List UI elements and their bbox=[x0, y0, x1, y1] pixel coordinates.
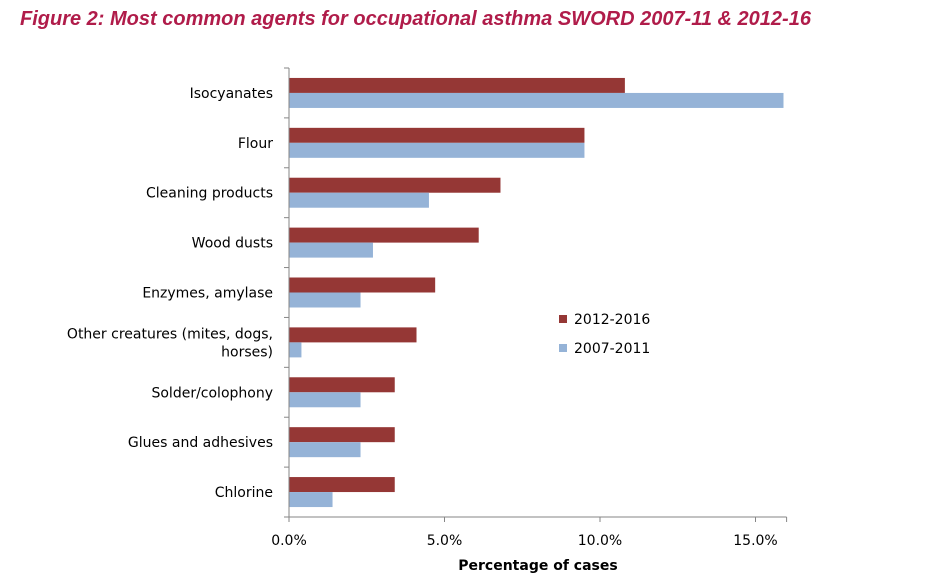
legend: 2012-2016 2007-2011 bbox=[559, 312, 650, 357]
bar-2007-2011-0 bbox=[289, 92, 784, 108]
bar-2007-2011-7 bbox=[289, 442, 361, 458]
category-label-8: Chlorine bbox=[215, 485, 273, 501]
category-label-1: Flour bbox=[238, 136, 273, 152]
x-tick-label-0: 0.0% bbox=[271, 533, 307, 549]
category-labels: Isocyanates Flour Cleaning products Wood du… bbox=[67, 86, 273, 501]
x-tick-label-2: 10.0% bbox=[578, 533, 622, 549]
bar-2012-2016-7 bbox=[289, 427, 395, 443]
category-label-2: Cleaning products bbox=[146, 186, 273, 202]
bar-2007-2011-4 bbox=[289, 292, 361, 308]
axes-layer bbox=[284, 67, 787, 518]
category-label-3: Wood dusts bbox=[192, 236, 273, 252]
figure-title: Figure 2: Most common agents for occupat… bbox=[20, 8, 811, 30]
bars-layer bbox=[289, 77, 784, 508]
legend-label-2012-2016: 2012-2016 bbox=[574, 312, 650, 328]
bar-2007-2011-2 bbox=[289, 192, 429, 208]
bar-2007-2011-1 bbox=[289, 142, 585, 158]
legend-label-2007-2011: 2007-2011 bbox=[574, 341, 650, 357]
category-label-7: Glues and adhesives bbox=[128, 435, 273, 451]
bar-2007-2011-8 bbox=[289, 492, 333, 508]
bar-2007-2011-6 bbox=[289, 392, 361, 408]
x-tick-label-3: 15.0% bbox=[733, 533, 777, 549]
legend-swatch-2012-2016 bbox=[559, 315, 567, 323]
category-label-0: Isocyanates bbox=[190, 86, 273, 102]
bar-2007-2011-3 bbox=[289, 242, 373, 258]
x-ticks: 0.0% 5.0% 10.0% 15.0% bbox=[271, 517, 788, 549]
legend-swatch-2007-2011 bbox=[559, 344, 567, 352]
x-tick-label-1: 5.0% bbox=[427, 533, 463, 549]
bar-2012-2016-4 bbox=[289, 277, 436, 293]
category-label-5-line-0: Other creatures (mites, dogs, bbox=[67, 326, 273, 342]
category-label-5-line-1: horses) bbox=[221, 344, 273, 360]
category-label-4: Enzymes, amylase bbox=[142, 286, 273, 302]
bar-2012-2016-1 bbox=[289, 127, 585, 143]
category-label-6: Solder/colophony bbox=[151, 385, 273, 401]
bar-2012-2016-3 bbox=[289, 227, 479, 243]
bar-2012-2016-6 bbox=[289, 377, 395, 393]
bar-2012-2016-8 bbox=[289, 477, 395, 493]
bar-2012-2016-5 bbox=[289, 327, 417, 343]
bar-2007-2011-5 bbox=[289, 342, 302, 358]
bar-2012-2016-0 bbox=[289, 77, 625, 93]
bar-2012-2016-2 bbox=[289, 177, 501, 193]
x-axis-title: Percentage of cases bbox=[458, 558, 617, 574]
